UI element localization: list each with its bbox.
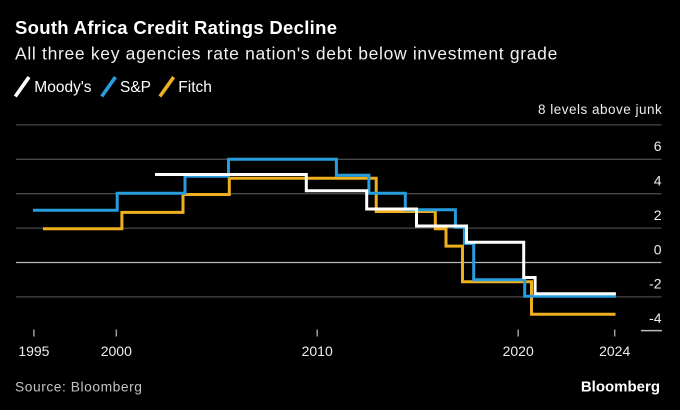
svg-text:S&P: S&P xyxy=(120,79,151,96)
svg-text:2000: 2000 xyxy=(101,343,132,359)
svg-text:Bloomberg: Bloomberg xyxy=(581,379,660,396)
svg-text:South Africa Credit Ratings De: South Africa Credit Ratings Decline xyxy=(15,17,337,38)
svg-text:4: 4 xyxy=(654,173,662,189)
svg-text:-2: -2 xyxy=(649,276,662,292)
svg-text:8 levels above junk: 8 levels above junk xyxy=(538,102,662,117)
svg-text:6: 6 xyxy=(654,138,662,154)
svg-text:Moody's: Moody's xyxy=(34,79,91,96)
svg-text:2010: 2010 xyxy=(302,343,333,359)
svg-text:-4: -4 xyxy=(649,310,662,326)
svg-text:2: 2 xyxy=(654,207,662,223)
svg-text:All three key agencies rate na: All three key agencies rate nation's deb… xyxy=(15,43,558,63)
svg-text:2020: 2020 xyxy=(503,343,534,359)
svg-text:Source: Bloomberg: Source: Bloomberg xyxy=(15,380,142,395)
svg-text:Fitch: Fitch xyxy=(178,79,212,96)
svg-text:2024: 2024 xyxy=(599,343,630,359)
svg-text:0: 0 xyxy=(654,241,662,257)
svg-text:1995: 1995 xyxy=(18,343,49,359)
